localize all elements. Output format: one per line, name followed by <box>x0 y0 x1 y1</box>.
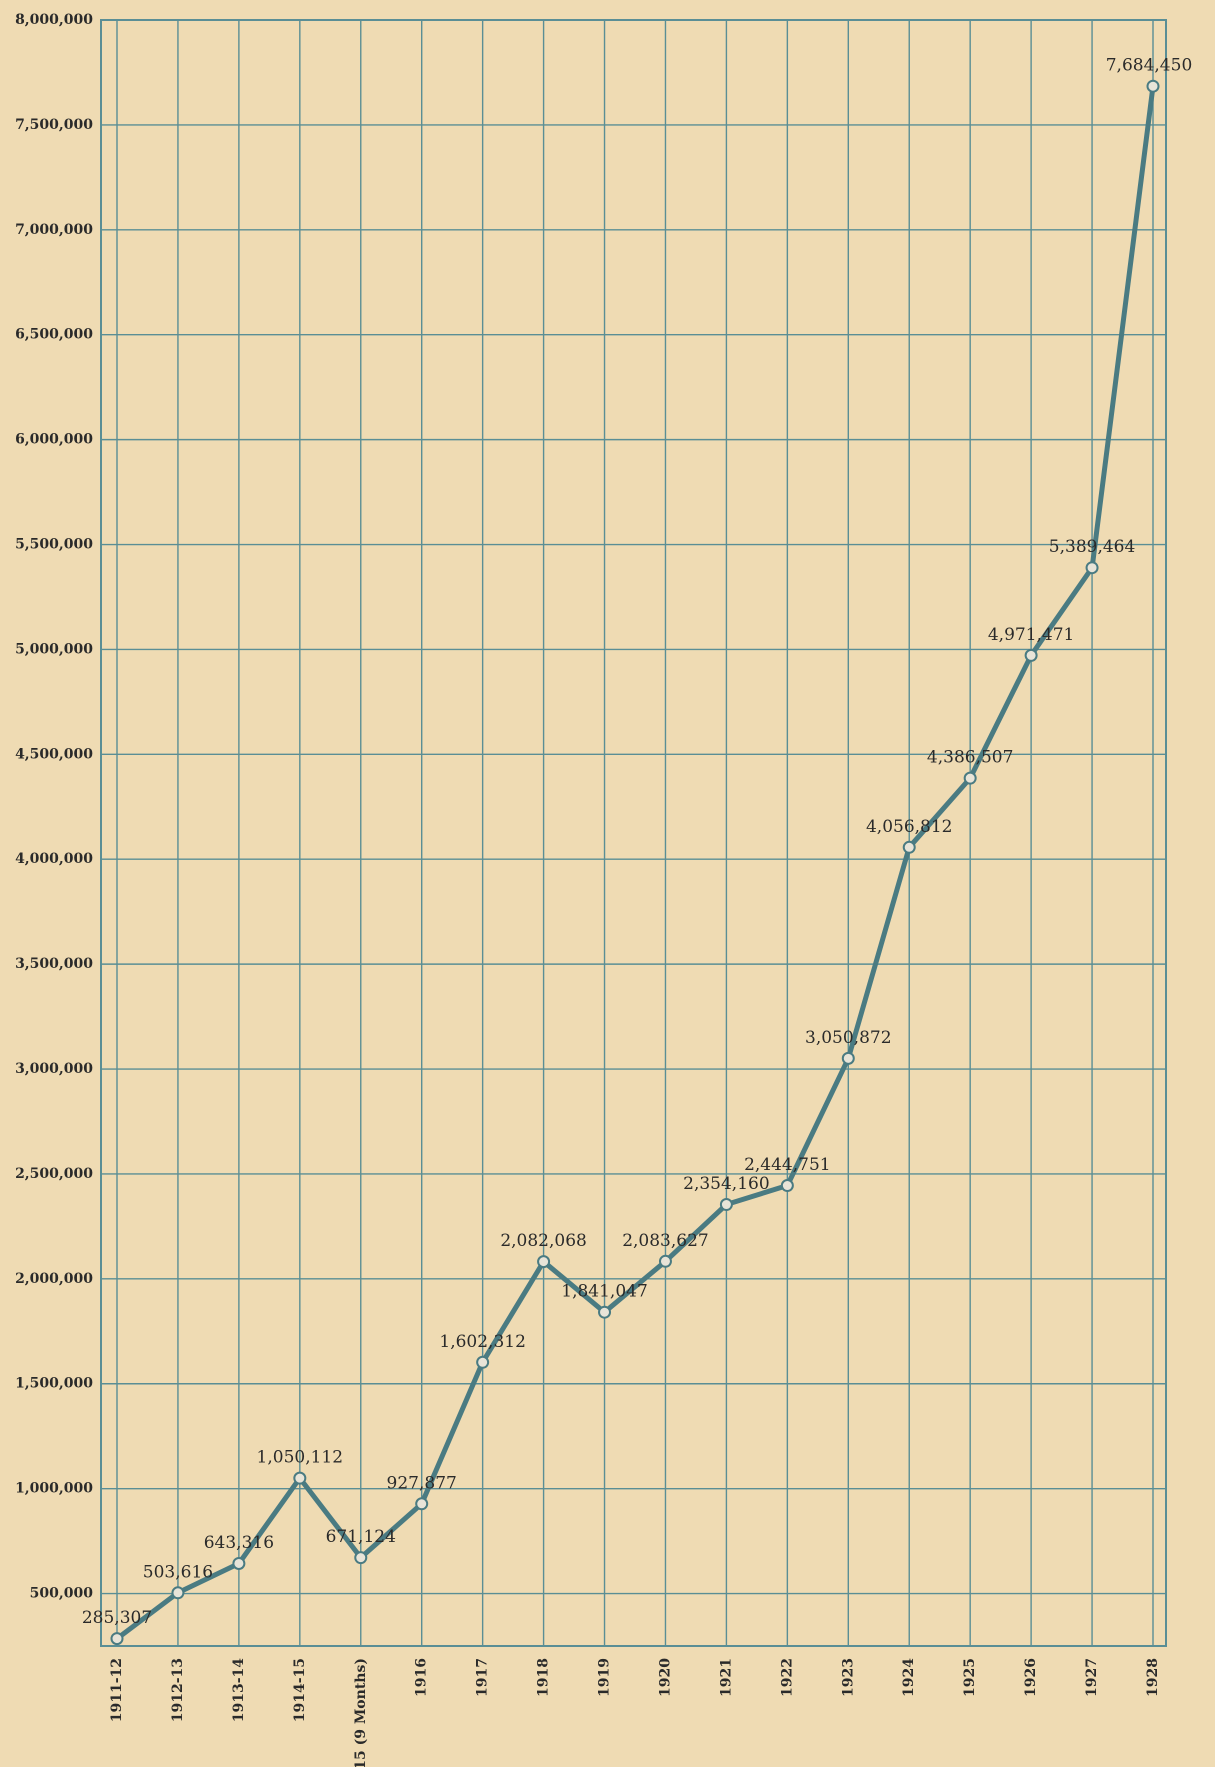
x-tick-label: 1919 <box>597 1658 613 1697</box>
value-label: 2,083,627 <box>622 1231 709 1251</box>
x-tick-label: 1920 <box>657 1658 673 1697</box>
data-point <box>719 1198 733 1212</box>
y-tick-label: 7,500,000 <box>15 117 93 133</box>
x-tick-label: 1911-12 <box>109 1658 125 1722</box>
y-tick-label: 500,000 <box>30 1586 94 1602</box>
y-tick-label: 7,000,000 <box>15 222 93 238</box>
x-tick-label: 1923 <box>840 1658 856 1697</box>
x-tick-label: 1925 <box>962 1658 978 1697</box>
value-label: 2,444,751 <box>744 1155 831 1175</box>
value-label: 5,389,464 <box>1049 537 1136 557</box>
y-tick-label: 8,000,000 <box>15 12 93 28</box>
data-line <box>115 85 1156 1641</box>
y-tick-label: 1,500,000 <box>15 1376 93 1392</box>
y-tick-label: 1,000,000 <box>15 1481 93 1497</box>
value-label: 4,386,507 <box>927 748 1014 768</box>
data-point <box>1024 648 1038 662</box>
x-tick-label: 1916 <box>414 1658 430 1697</box>
x-tick-label: 1921 <box>718 1658 734 1697</box>
x-tick-label: 1926 <box>1023 1658 1039 1697</box>
value-label: 503,616 <box>143 1562 213 1582</box>
data-point <box>110 1632 124 1646</box>
data-point <box>415 1497 429 1511</box>
data-point <box>902 840 916 854</box>
y-tick-label: 5,500,000 <box>15 537 93 553</box>
x-tick-label: 1927 <box>1084 1658 1100 1697</box>
y-tick-label: 4,000,000 <box>15 851 93 867</box>
value-label: 671,124 <box>326 1527 396 1547</box>
value-label: 1,602,312 <box>439 1332 526 1352</box>
value-label: 1,050,112 <box>257 1448 344 1468</box>
value-label: 2,354,160 <box>683 1174 770 1194</box>
data-point <box>598 1305 612 1319</box>
data-point <box>354 1551 368 1565</box>
x-tick-label: 1915 (9 Months) <box>353 1658 369 1767</box>
x-tick-label: 1913-14 <box>231 1658 247 1723</box>
y-tick-label: 6,000,000 <box>15 432 93 448</box>
data-point <box>658 1254 672 1268</box>
x-tick-label: 1928 <box>1145 1658 1161 1697</box>
x-tick-label: 1912-13 <box>170 1658 186 1722</box>
data-point <box>171 1586 185 1600</box>
data-point <box>232 1556 246 1570</box>
y-tick-label: 2,500,000 <box>15 1166 93 1182</box>
x-tick-label: 1924 <box>901 1658 917 1697</box>
y-tick-label: 3,500,000 <box>15 956 93 972</box>
y-tick-label: 2,000,000 <box>15 1271 93 1287</box>
value-label: 4,971,471 <box>988 625 1075 645</box>
x-tick-label: 1918 <box>536 1658 552 1697</box>
data-point <box>1146 79 1160 93</box>
data-point <box>1085 561 1099 575</box>
x-tick-label: 1922 <box>779 1658 795 1697</box>
x-tick-label: 1917 <box>475 1658 491 1697</box>
x-tick-label: 1914-15 <box>292 1658 308 1722</box>
value-label: 1,841,047 <box>561 1282 648 1302</box>
value-label: 927,877 <box>387 1473 457 1493</box>
data-point <box>780 1179 794 1193</box>
value-label: 7,684,450 <box>1106 56 1193 76</box>
data-point <box>537 1255 551 1269</box>
value-label: 2,082,068 <box>500 1231 587 1251</box>
y-tick-label: 3,000,000 <box>15 1061 93 1077</box>
value-label: 4,056,812 <box>866 817 953 837</box>
data-point <box>841 1051 855 1065</box>
data-point <box>963 771 977 785</box>
value-label: 643,316 <box>204 1533 274 1553</box>
data-point <box>476 1355 490 1369</box>
value-label: 285,307 <box>82 1608 152 1628</box>
y-tick-label: 5,000,000 <box>15 641 93 657</box>
value-label: 3,050,872 <box>805 1028 892 1048</box>
y-tick-label: 4,500,000 <box>15 746 93 762</box>
y-tick-label: 6,500,000 <box>15 327 93 343</box>
data-point <box>293 1471 307 1485</box>
